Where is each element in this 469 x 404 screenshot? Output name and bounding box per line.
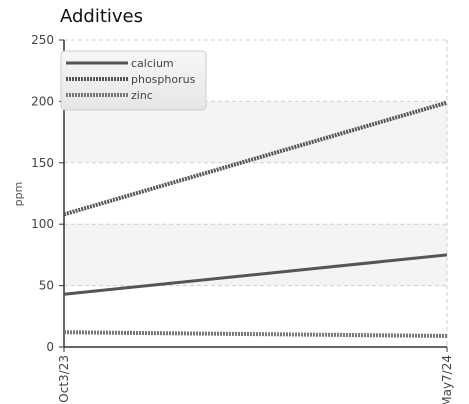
- y-tick-label: 0: [46, 340, 54, 354]
- chart-title: Additives: [60, 6, 144, 27]
- y-tick-label: 200: [31, 94, 54, 108]
- legend-label-zinc: zinc: [131, 89, 153, 102]
- y-tick-label: 50: [39, 279, 54, 293]
- y-tick-label: 100: [31, 217, 54, 231]
- legend-label-calcium: calcium: [131, 57, 174, 70]
- y-ticks: 0 50 100 150 200 250: [31, 33, 64, 354]
- grid-band: [64, 101, 447, 163]
- series-line-calcium: [63, 253, 448, 296]
- series-line-phosphorus: [63, 100, 448, 217]
- y-tick-label: 250: [31, 33, 54, 47]
- series-lines: [63, 100, 448, 338]
- x-tick-label: May7/24: [440, 355, 454, 404]
- y-tick-label: 150: [31, 156, 54, 170]
- legend: calcium phosphorus zinc: [60, 50, 207, 111]
- legend-label-phosphorus: phosphorus: [131, 73, 196, 86]
- series-line-zinc: [63, 330, 448, 338]
- x-tick-label: Oct3/23: [57, 355, 71, 403]
- y-axis-title: ppm: [12, 182, 25, 207]
- alternating-bands: [64, 101, 447, 286]
- x-ticks: Oct3/23 May7/24: [57, 347, 454, 404]
- grid-band: [64, 224, 447, 286]
